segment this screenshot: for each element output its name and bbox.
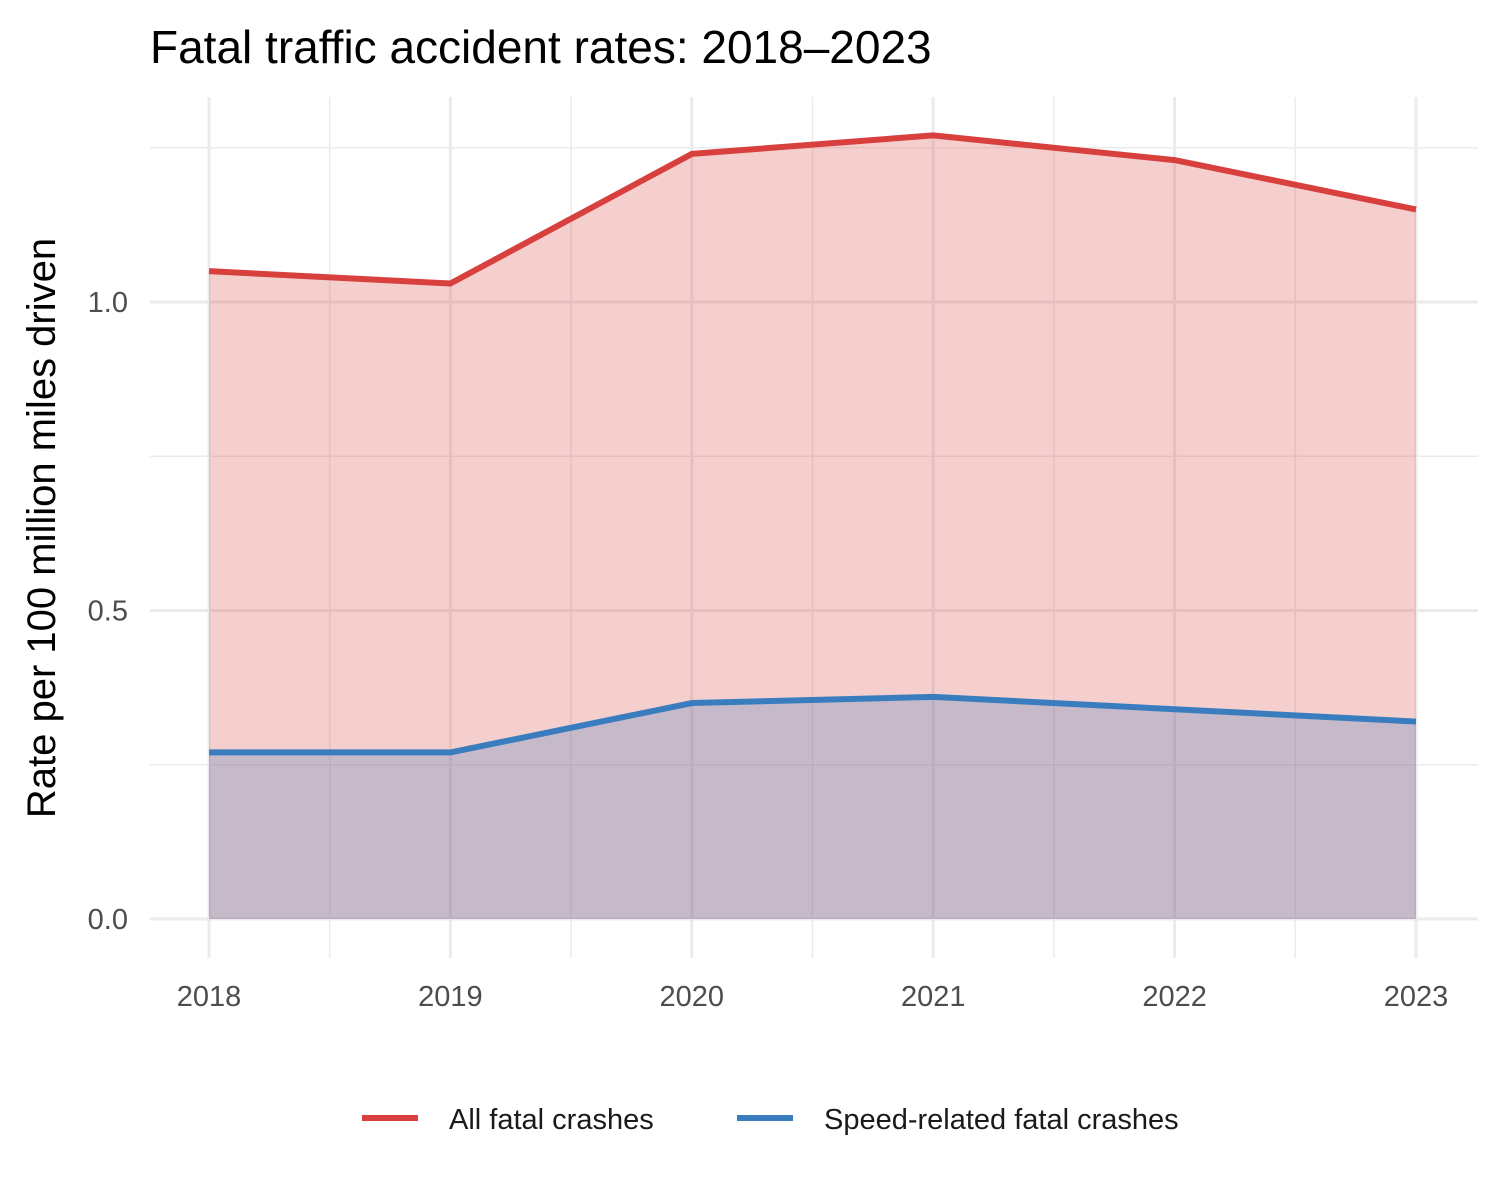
y-tick-label: 0.0 (88, 904, 128, 936)
series-lines (208, 132, 1417, 756)
x-tick-label: 2022 (1142, 981, 1207, 1013)
x-axis-ticks: 2018 2019 2020 2021 2022 2023 (177, 981, 1449, 1013)
area-series-2 (209, 696, 1416, 919)
areas (209, 135, 1416, 919)
x-tick-label: 2023 (1384, 981, 1449, 1013)
area-series-1 (209, 135, 1416, 919)
y-axis-ticks: 0.0 0.5 1.0 (88, 287, 128, 936)
x-tick-label: 2020 (660, 981, 725, 1013)
legend-label-1: All fatal crashes (449, 1104, 654, 1136)
x-tick-label: 2018 (177, 981, 242, 1013)
y-tick-label: 1.0 (88, 287, 128, 319)
legend-label-2: Speed-related fatal crashes (824, 1104, 1179, 1136)
y-axis-label: Rate per 100 million miles driven (20, 238, 64, 818)
legend: All fatal crashes Speed-related fatal cra… (362, 1104, 1179, 1136)
x-tick-label: 2021 (901, 981, 966, 1013)
y-tick-label: 0.5 (88, 596, 128, 628)
x-tick-label: 2019 (418, 981, 483, 1013)
chart-title: Fatal traffic accident rates: 2018–2023 (150, 21, 932, 73)
grid (150, 97, 1478, 958)
line-series-2 (209, 693, 1417, 756)
line-series-1 (208, 132, 1417, 287)
